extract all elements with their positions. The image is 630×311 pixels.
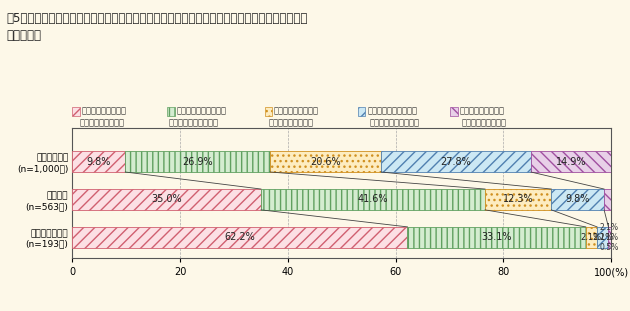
Bar bbox=[72, 151, 125, 172]
Text: 62.2%: 62.2% bbox=[225, 232, 255, 242]
Text: 図5　あなたが国家公務員の仕事への取組について感じているお気持ちに最も近いものをお選び
ください。: 図5 あなたが国家公務員の仕事への取組について感じているお気持ちに最も近いものを… bbox=[6, 12, 307, 42]
Text: ある程度期待している: ある程度期待している bbox=[168, 118, 218, 127]
Text: 9.8%: 9.8% bbox=[566, 194, 590, 204]
Text: 9.8%: 9.8% bbox=[87, 156, 111, 167]
Bar bbox=[125, 151, 270, 172]
Text: 全く期待していない: 全く期待していない bbox=[460, 106, 505, 115]
Text: 大いに期待している: 大いに期待している bbox=[80, 118, 125, 127]
Bar bbox=[609, 227, 611, 248]
Text: 27.8%: 27.8% bbox=[440, 156, 471, 167]
Bar bbox=[586, 227, 597, 248]
Text: 2.1%: 2.1% bbox=[581, 233, 602, 242]
Text: 2.1%: 2.1% bbox=[600, 233, 619, 242]
Bar bbox=[270, 151, 381, 172]
Text: 26.9%: 26.9% bbox=[182, 156, 213, 167]
Bar bbox=[261, 189, 485, 210]
Bar bbox=[597, 227, 609, 248]
Text: 2.1%: 2.1% bbox=[600, 223, 619, 232]
Text: どちらとも言えない: どちらとも言えない bbox=[274, 106, 319, 115]
Bar bbox=[72, 227, 408, 248]
Text: ある程度期待している: ある程度期待している bbox=[176, 106, 226, 115]
Bar bbox=[551, 189, 604, 210]
Bar bbox=[531, 151, 611, 172]
Text: 0.5%: 0.5% bbox=[600, 243, 619, 252]
Bar bbox=[408, 227, 586, 248]
Bar bbox=[72, 189, 261, 210]
Text: 20.6%: 20.6% bbox=[311, 156, 341, 167]
Text: 全く期待していない: 全く期待していない bbox=[461, 118, 506, 127]
Text: 35.0%: 35.0% bbox=[151, 194, 182, 204]
Text: あまり期待していない: あまり期待していない bbox=[367, 106, 417, 115]
Text: 14.9%: 14.9% bbox=[556, 156, 587, 167]
Text: 33.1%: 33.1% bbox=[481, 232, 512, 242]
Text: 2.1%: 2.1% bbox=[592, 233, 614, 242]
Text: 大いに期待している: 大いに期待している bbox=[82, 106, 127, 115]
Bar bbox=[381, 151, 531, 172]
Text: 41.6%: 41.6% bbox=[358, 194, 388, 204]
Text: あまり期待していない: あまり期待していない bbox=[370, 118, 420, 127]
Bar bbox=[485, 189, 551, 210]
Bar bbox=[604, 189, 612, 210]
Text: 12.3%: 12.3% bbox=[503, 194, 534, 204]
Text: どちらとも言えない: どちらとも言えない bbox=[269, 118, 314, 127]
